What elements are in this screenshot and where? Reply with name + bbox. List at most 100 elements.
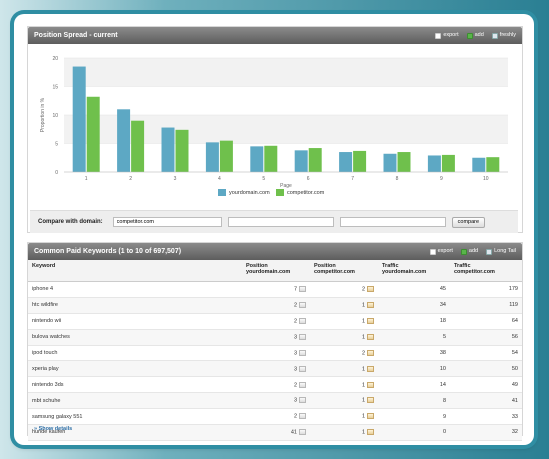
table-row[interactable]: nintendo 3ds 2 1 14 49 [28, 376, 522, 394]
bar-competitor-3 [175, 129, 189, 172]
serp-snapshot-icon[interactable] [367, 365, 374, 372]
keyword-cell[interactable]: samsung galaxy 551 [28, 408, 242, 426]
bar-competitor-9 [441, 154, 455, 172]
compare-domain-input-2[interactable] [227, 217, 334, 227]
position-comp-cell: 1 [310, 313, 378, 330]
bar-competitor-10 [486, 157, 500, 172]
serp-snapshot-icon[interactable] [299, 381, 306, 388]
table-row[interactable]: xperia play 3 1 10 50 [28, 360, 522, 378]
add-button[interactable]: add [460, 243, 478, 260]
column-header-traffic-your[interactable]: Traffic yourdomain.com [378, 260, 450, 282]
legend-swatch-yourdomain [218, 189, 226, 196]
long-tail-button[interactable]: Long Tail [486, 243, 516, 260]
add-button[interactable]: add [466, 27, 484, 44]
traffic-your-cell: 0 [378, 424, 450, 441]
x-tick-label: 3 [174, 176, 177, 182]
traffic-your-cell: 38 [378, 345, 450, 362]
compare-domain-input-3[interactable] [339, 217, 446, 227]
table-row[interactable]: samsung galaxy 551 2 1 9 33 [28, 408, 522, 426]
serp-snapshot-icon[interactable] [367, 397, 374, 404]
position-spread-chart: 0 5 10 15 20 Proportion in % 1 2 3 4 5 6 7 8 9 10 Page yo… [40, 56, 508, 196]
position-comp-cell: 1 [310, 424, 378, 441]
position-spread-panel: Position Spread - current export add fre… [27, 26, 523, 233]
traffic-your-cell: 8 [378, 392, 450, 410]
keyword-cell[interactable]: htc wildfire [28, 297, 242, 314]
bar-yourdomain-4 [205, 142, 219, 172]
export-icon [429, 248, 436, 255]
x-tick-label: 10 [483, 176, 489, 182]
keyword-cell[interactable]: mbt schuhe [28, 392, 242, 410]
keyword-cell[interactable]: hunde kaufen [28, 424, 242, 441]
traffic-comp-cell: 64 [450, 313, 522, 330]
column-header-position-comp[interactable]: Position competitor.com [310, 260, 378, 282]
serp-snapshot-icon[interactable] [299, 333, 306, 340]
traffic-your-cell: 5 [378, 329, 450, 346]
position-your-cell: 3 [242, 392, 310, 410]
keyword-cell[interactable]: iphone 4 [28, 281, 242, 298]
freshly-button[interactable]: freshly [491, 27, 516, 44]
keyword-cell[interactable]: bulova watches [28, 329, 242, 346]
position-comp-cell: 2 [310, 345, 378, 362]
table-row[interactable]: htc wildfire 2 1 34 119 [28, 297, 522, 314]
compare-bar: Compare with domain: compare [30, 210, 518, 233]
compare-button[interactable]: compare [451, 216, 486, 228]
table-row[interactable]: iphone 4 7 2 45 179 [28, 281, 522, 298]
keywords-title: Common Paid Keywords (1 to 10 of 697,507… [34, 248, 182, 255]
serp-snapshot-icon[interactable] [299, 429, 306, 436]
position-your-cell: 41 [242, 424, 310, 441]
serp-snapshot-icon[interactable] [367, 381, 374, 388]
bar-competitor-8 [397, 152, 411, 172]
column-header-position-your[interactable]: Position yourdomain.com [242, 260, 310, 282]
serp-snapshot-icon[interactable] [299, 318, 306, 324]
column-header-traffic-comp[interactable]: Traffic competitor.com [450, 260, 522, 282]
show-details-link[interactable]: » Show details [34, 426, 73, 432]
keywords-table: Keyword Position yourdomain.com Position c… [28, 260, 522, 441]
table-row[interactable]: mbt schuhe 3 1 8 41 [28, 392, 522, 410]
keyword-cell[interactable]: ipod touch [28, 345, 242, 362]
traffic-comp-cell: 32 [450, 424, 522, 441]
x-tick-label: 4 [218, 176, 221, 182]
serp-snapshot-icon[interactable] [299, 397, 306, 404]
table-row[interactable]: ipod touch 3 2 38 54 [28, 345, 522, 362]
serp-snapshot-icon[interactable] [299, 365, 306, 372]
column-header-keyword[interactable]: Keyword [28, 260, 242, 282]
bar-competitor-1 [86, 96, 100, 172]
serp-snapshot-icon[interactable] [367, 429, 374, 436]
serp-snapshot-icon[interactable] [367, 333, 374, 340]
x-tick-label: 5 [262, 176, 265, 182]
serp-snapshot-icon[interactable] [367, 286, 374, 293]
serp-snapshot-icon[interactable] [367, 349, 374, 356]
freshly-icon [491, 32, 498, 39]
export-button[interactable]: export [435, 27, 459, 44]
table-row[interactable]: hunde kaufen 41 1 0 32 [28, 424, 522, 441]
bar-yourdomain-10 [472, 157, 486, 172]
compare-domain-input-1[interactable] [112, 217, 222, 227]
y-tick-label: 0 [55, 170, 58, 176]
table-row[interactable]: nintendo wii 2 1 18 64 [28, 313, 522, 330]
serp-snapshot-icon[interactable] [299, 286, 306, 293]
keywords-header: Common Paid Keywords (1 to 10 of 697,507… [28, 243, 522, 260]
table-row[interactable]: bulova watches 3 1 5 56 [28, 329, 522, 346]
position-your-cell: 2 [242, 408, 310, 426]
export-button[interactable]: export [429, 243, 453, 260]
legend-label-yourdomain: yourdomain.com [229, 190, 270, 196]
keyword-cell[interactable]: nintendo wii [28, 313, 242, 330]
add-icon [466, 32, 473, 39]
serp-snapshot-icon[interactable] [299, 349, 306, 356]
serp-snapshot-icon[interactable] [299, 413, 306, 420]
keyword-cell[interactable]: nintendo 3ds [28, 376, 242, 394]
position-comp-cell: 1 [310, 329, 378, 346]
y-tick-label: 20 [52, 56, 58, 62]
bar-competitor-4 [219, 140, 233, 172]
serp-snapshot-icon[interactable] [367, 318, 374, 324]
traffic-your-cell: 10 [378, 360, 450, 378]
position-comp-cell: 1 [310, 360, 378, 378]
keyword-cell[interactable]: xperia play [28, 360, 242, 378]
bar-competitor-2 [131, 120, 145, 172]
serp-snapshot-icon[interactable] [299, 302, 306, 309]
serp-snapshot-icon[interactable] [367, 413, 374, 420]
serp-snapshot-icon[interactable] [367, 302, 374, 309]
traffic-your-cell: 18 [378, 313, 450, 330]
common-paid-keywords-panel: Common Paid Keywords (1 to 10 of 697,507… [27, 242, 523, 441]
position-your-cell: 3 [242, 360, 310, 378]
